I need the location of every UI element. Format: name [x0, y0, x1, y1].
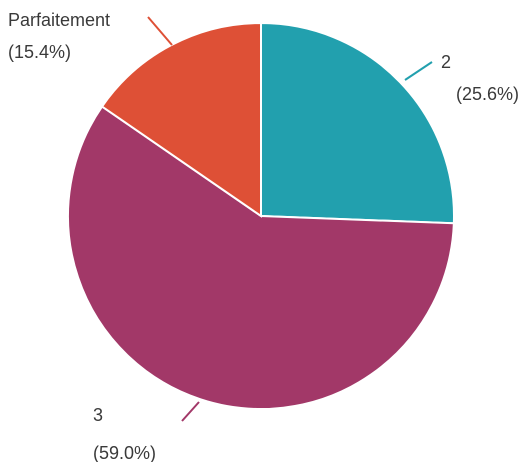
pie-slice-3 [67, 105, 455, 410]
pie-leader-lines [147, 16, 433, 422]
pie-slices [67, 21, 455, 410]
slice-percent-parfaitement: (15.4%) [8, 42, 71, 62]
slice-percent-2: (25.6%) [456, 84, 519, 104]
slice-label-2: 2 [441, 52, 451, 72]
slice-percent-3: (59.0%) [93, 443, 156, 462]
leader-line-3 [181, 401, 200, 422]
slice-label-3: 3 [93, 405, 103, 425]
pie-labels: 2(25.6%) 3 (59.0%) Parfaitement (15.4%) [8, 10, 519, 462]
slice-label-parfaitement: Parfaitement [8, 10, 110, 30]
leader-line-2 [404, 61, 433, 81]
leader-line-parfaitement [147, 16, 173, 46]
pie-slice-2 [260, 21, 455, 225]
